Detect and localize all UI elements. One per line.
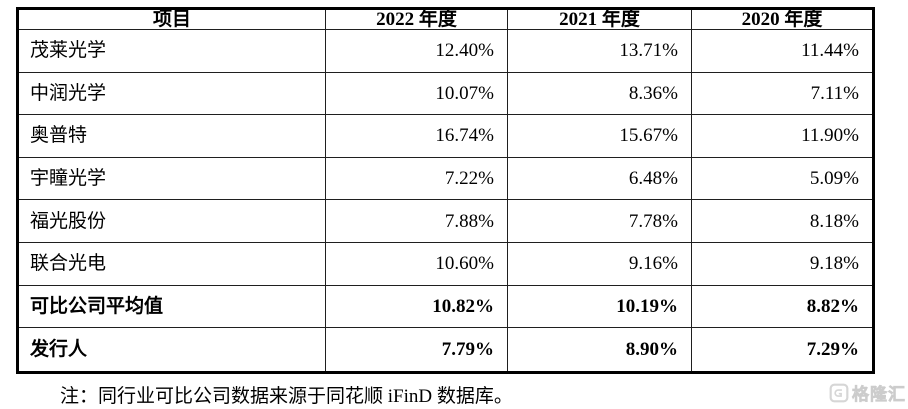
column-header-2020: 2020 年度	[691, 8, 874, 30]
value-cell: 8.90%	[507, 327, 692, 373]
value-cell: 10.82%	[325, 284, 508, 329]
table-row-average: 可比公司平均值 10.82% 10.19% 8.82%	[17, 284, 874, 329]
row-label: 福光股份	[17, 199, 326, 243]
row-label: 中润光学	[17, 71, 326, 116]
table-row: 联合光电 10.60% 9.16% 9.18%	[17, 241, 874, 286]
table-row: 福光股份 7.88% 7.78% 8.18%	[17, 199, 874, 243]
value-cell: 7.88%	[325, 199, 508, 243]
value-cell: 11.90%	[691, 114, 874, 158]
table-row: 茂莱光学 12.40% 13.71% 11.44%	[17, 29, 874, 73]
value-cell: 12.40%	[325, 29, 508, 73]
header-row: 项目 2022 年度 2021 年度 2020 年度	[17, 8, 874, 30]
value-cell: 8.36%	[507, 71, 692, 116]
value-cell: 8.82%	[691, 284, 874, 329]
row-label: 茂莱光学	[17, 29, 326, 73]
table-row: 奥普特 16.74% 15.67% 11.90%	[17, 114, 874, 158]
value-cell: 10.60%	[325, 241, 508, 286]
value-cell: 7.78%	[507, 199, 692, 243]
value-cell: 13.71%	[507, 29, 692, 73]
column-header-2021: 2021 年度	[507, 8, 692, 30]
value-cell: 9.16%	[507, 241, 692, 286]
value-cell: 8.18%	[691, 199, 874, 243]
value-cell: 5.09%	[691, 156, 874, 201]
value-cell: 11.44%	[691, 29, 874, 73]
footnote: 注：同行业可比公司数据来源于同花顺 iFinD 数据库。	[60, 386, 513, 407]
value-cell: 7.29%	[691, 327, 874, 373]
table-row-issuer: 发行人 7.79% 8.90% 7.29%	[17, 327, 874, 373]
row-label: 联合光电	[17, 241, 326, 286]
row-label: 奥普特	[17, 114, 326, 158]
column-header-2022: 2022 年度	[325, 8, 508, 30]
value-cell: 7.79%	[325, 327, 508, 373]
value-cell: 9.18%	[691, 241, 874, 286]
table-row: 宇瞳光学 7.22% 6.48% 5.09%	[17, 156, 874, 201]
value-cell: 7.22%	[325, 156, 508, 201]
gelonghui-logo-icon	[829, 383, 849, 402]
value-cell: 6.48%	[507, 156, 692, 201]
column-header-item: 项目	[17, 8, 326, 30]
value-cell: 10.19%	[507, 284, 692, 329]
table-row: 中润光学 10.07% 8.36% 7.11%	[17, 71, 874, 116]
value-cell: 16.74%	[325, 114, 508, 158]
value-cell: 7.11%	[691, 71, 874, 116]
value-cell: 15.67%	[507, 114, 692, 158]
comparison-table: 项目 2022 年度 2021 年度 2020 年度 茂莱光学 12.40% 1…	[16, 7, 875, 374]
gelonghui-watermark: 格隆汇	[829, 382, 906, 405]
row-label: 发行人	[17, 327, 326, 373]
row-label: 宇瞳光学	[17, 156, 326, 201]
watermark-brand-text: 格隆汇	[852, 385, 906, 405]
row-label: 可比公司平均值	[17, 284, 326, 329]
value-cell: 10.07%	[325, 71, 508, 116]
